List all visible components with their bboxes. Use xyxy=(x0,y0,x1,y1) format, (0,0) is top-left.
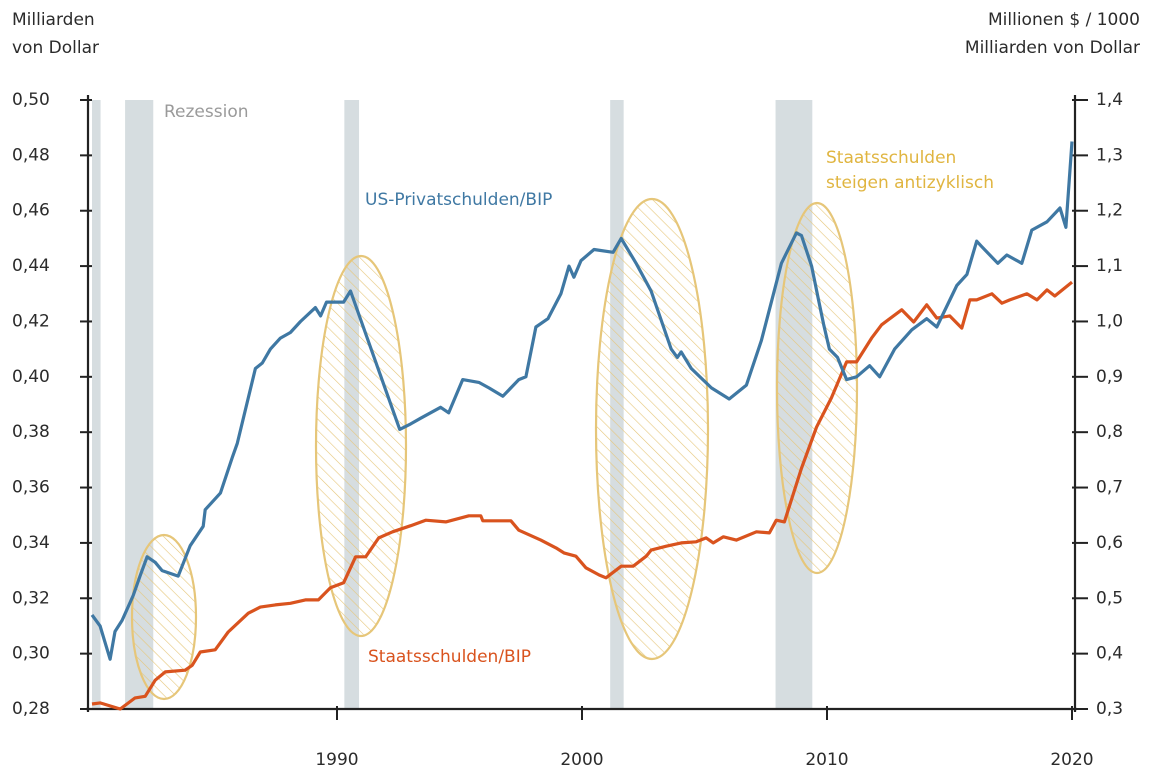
series-label: Staatsschulden/BIP xyxy=(368,647,531,667)
y-tick-label: 0,44 xyxy=(12,256,50,276)
annotation-ellipses xyxy=(130,197,859,701)
y2-tick-label: 0,9 xyxy=(1096,367,1123,387)
annotation: Staatsschulden xyxy=(826,148,956,168)
series-line xyxy=(90,141,1074,661)
y2-tick-label: 0,4 xyxy=(1096,644,1123,664)
y-tick-label: 0,36 xyxy=(12,478,50,498)
y2-axis-label: Milliarden von Dollar xyxy=(965,38,1140,58)
series-label: US-Privatschulden/BIP xyxy=(365,190,552,210)
y2-tick-label: 0,3 xyxy=(1096,699,1123,719)
y-axis-label: Milliarden xyxy=(12,10,95,30)
ellipse xyxy=(130,533,198,701)
y-tick-label: 0,38 xyxy=(12,422,50,442)
y2-tick-label: 1,1 xyxy=(1096,256,1123,276)
ellipse xyxy=(314,254,408,638)
y2-tick-label: 0,7 xyxy=(1096,478,1123,498)
series-line xyxy=(91,280,1074,711)
y2-tick-label: 0,8 xyxy=(1096,422,1123,442)
y-axis-label: von Dollar xyxy=(12,38,99,58)
y-tick-label: 0,28 xyxy=(12,699,50,719)
y2-tick-label: 0,6 xyxy=(1096,533,1123,553)
y2-tick-label: 1,0 xyxy=(1096,311,1123,331)
y2-tick-label: 1,3 xyxy=(1096,145,1123,165)
y-tick-label: 0,50 xyxy=(12,90,50,110)
y2-tick-label: 0,5 xyxy=(1096,588,1123,608)
recession-label: Rezession xyxy=(164,102,249,122)
y-tick-label: 0,30 xyxy=(12,644,50,664)
x-tick-label: 2010 xyxy=(805,750,848,770)
ellipse xyxy=(775,201,859,575)
x-tick-label: 1990 xyxy=(315,750,358,770)
y2-tick-label: 1,2 xyxy=(1096,201,1123,221)
x-tick-label: 2020 xyxy=(1050,750,1093,770)
recession-band xyxy=(92,100,101,709)
y-tick-label: 0,40 xyxy=(12,367,50,387)
y-tick-label: 0,32 xyxy=(12,588,50,608)
annotation: steigen antizyklisch xyxy=(826,173,994,193)
ellipse xyxy=(594,197,710,661)
y2-axis-label: Millionen $ / 1000 xyxy=(988,10,1140,30)
x-tick-label: 2000 xyxy=(560,750,603,770)
y2-tick-label: 1,4 xyxy=(1096,90,1123,110)
y-tick-label: 0,34 xyxy=(12,533,50,553)
y-tick-label: 0,48 xyxy=(12,145,50,165)
y-tick-label: 0,46 xyxy=(12,201,50,221)
y-tick-label: 0,42 xyxy=(12,311,50,331)
